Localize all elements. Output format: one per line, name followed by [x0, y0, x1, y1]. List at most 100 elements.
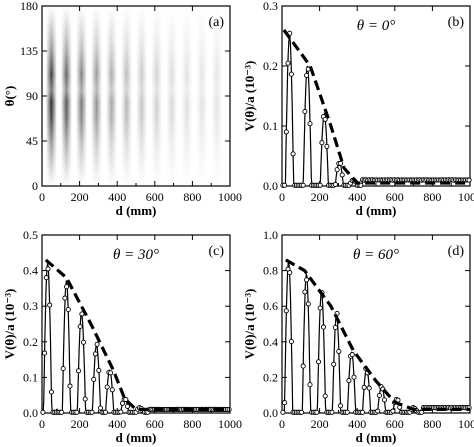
x-tick-label: 800 [423, 417, 441, 431]
data-point [376, 392, 382, 399]
data-point [334, 167, 340, 173]
y-axis-label: V(θ)/a (10⁻³) [242, 289, 257, 360]
data-point [390, 408, 396, 414]
data-point [280, 409, 286, 415]
data-point [320, 324, 327, 330]
data-point [40, 409, 46, 415]
x-tick-label: 600 [386, 417, 404, 431]
data-point [322, 393, 328, 399]
data-point [314, 409, 320, 415]
data-point [288, 71, 294, 77]
panel-b: 0 200 400 600 800 1000 0.0 0.1 0.2 0.3 d (mm) V(θ)/… [242, 0, 474, 218]
x-axis-label: d (mm) [356, 203, 397, 218]
panel-label: (a) [208, 15, 224, 30]
data-point [283, 129, 289, 135]
y-tick-label: 0.5 [23, 228, 38, 242]
data-point [299, 409, 305, 415]
heatmap-vertical-fade [42, 6, 230, 186]
data-point [336, 348, 342, 354]
theta-annotation: θ = 0° [357, 18, 396, 34]
data-point [82, 396, 88, 402]
x-tick-label: 800 [423, 190, 441, 204]
panel-label: (c) [208, 244, 224, 259]
data-point [300, 363, 306, 369]
y-tick-label: 0 [32, 179, 38, 193]
data-point [304, 72, 310, 78]
theory-curve [282, 34, 470, 186]
data-point [337, 160, 344, 166]
data-point [307, 121, 313, 127]
y-tick-label: 1.0 [263, 228, 278, 242]
data-point [349, 352, 355, 358]
y-tick-label: 0.0 [263, 179, 278, 193]
data-point [62, 295, 68, 301]
data-point [124, 403, 131, 409]
data-point [332, 181, 338, 187]
data-point [344, 409, 350, 415]
panel-label: (b) [448, 15, 465, 30]
panel-a: 0 200 400 600 800 1000 0 45 90 135 180 d (mm) θ(°) (a… [2, 0, 242, 218]
data-point [45, 266, 51, 272]
y-tick-label: 90 [26, 89, 38, 103]
x-tick-label: 0 [279, 417, 285, 431]
x-tick-label: 600 [386, 190, 404, 204]
data-point [109, 387, 115, 393]
plot-frame [41, 5, 231, 187]
y-tick-label: 0.8 [263, 264, 278, 278]
x-tick-label: 200 [71, 190, 89, 204]
y-tick-label: 45 [26, 134, 38, 148]
y-tick-label: 0.1 [23, 370, 38, 384]
data-point [282, 400, 288, 406]
data-point [288, 338, 294, 345]
data-point [283, 308, 289, 314]
x-axis-label: d (mm) [356, 430, 397, 445]
y-tick-label: 0.2 [263, 370, 278, 384]
data-point [48, 389, 54, 395]
data-point [361, 384, 367, 390]
panel-c: 0 200 400 600 800 1000 0.0 0.1 0.2 0.3 0.4 0.5 d (mm… [2, 228, 242, 445]
theory-curve [282, 260, 470, 413]
panel-label: (d) [448, 244, 465, 259]
x-tick-label: 1000 [458, 190, 474, 204]
y-axis-label: θ(°) [2, 86, 17, 107]
x-tick-label: 400 [348, 417, 366, 431]
data-point [304, 277, 310, 283]
theta-annotation: θ = 30° [113, 247, 159, 263]
data-point [332, 324, 338, 331]
data-point [108, 370, 114, 376]
theta-annotation: θ = 60° [353, 247, 399, 263]
x-tick-label: 1000 [458, 417, 474, 431]
data-point [346, 378, 352, 384]
y-tick-label: 0.6 [263, 299, 278, 313]
data-point [359, 409, 366, 415]
envelope-curve [44, 258, 230, 411]
y-tick-label: 0.2 [263, 59, 278, 73]
y-tick-label: 0.4 [263, 335, 278, 349]
data-point [339, 172, 345, 178]
x-tick-label: 800 [183, 190, 201, 204]
plot-frame [281, 5, 471, 187]
data-point [91, 376, 97, 382]
data-point [104, 384, 110, 390]
x-tick-label: 0 [279, 190, 285, 204]
data-point [80, 339, 87, 345]
x-tick-label: 800 [183, 417, 201, 431]
x-axis-label: d (mm) [116, 203, 157, 218]
data-point [287, 270, 293, 276]
y-tick-label: 0.4 [23, 264, 38, 278]
y-tick-label: 0.3 [23, 299, 38, 313]
data-point [59, 409, 65, 415]
data-point [351, 374, 357, 380]
data-point [92, 351, 98, 357]
x-tick-label: 0 [39, 190, 45, 204]
data-point [75, 368, 82, 374]
y-tick-label: 0.2 [23, 335, 38, 349]
data-point [285, 60, 291, 66]
data-point [307, 382, 313, 388]
data-point [375, 408, 381, 414]
measured-points [280, 266, 472, 415]
data-point [315, 359, 322, 365]
y-tick-label: 0.1 [263, 119, 278, 133]
y-tick-label: 0.0 [23, 406, 38, 420]
panel-d: 0 200 400 600 800 1000 0.0 0.2 0.4 0.6 0.8 1.0 d (mm… [242, 228, 474, 445]
